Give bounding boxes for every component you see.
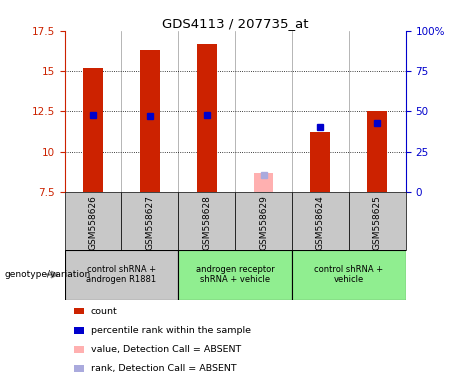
- Bar: [140, 50, 160, 192]
- Bar: [121, 192, 178, 250]
- Text: GSM558626: GSM558626: [89, 195, 97, 250]
- Text: genotype/variation: genotype/variation: [5, 270, 91, 279]
- Bar: [235, 192, 292, 250]
- Text: count: count: [91, 306, 118, 316]
- Title: GDS4113 / 207735_at: GDS4113 / 207735_at: [162, 17, 308, 30]
- Text: GSM558624: GSM558624: [316, 195, 325, 250]
- Text: GSM558628: GSM558628: [202, 195, 211, 250]
- Bar: [349, 192, 406, 250]
- Bar: [292, 192, 349, 250]
- Bar: [178, 250, 292, 300]
- Bar: [367, 111, 387, 192]
- Text: rank, Detection Call = ABSENT: rank, Detection Call = ABSENT: [91, 364, 236, 373]
- Text: GSM558629: GSM558629: [259, 195, 268, 250]
- Text: GSM558627: GSM558627: [145, 195, 154, 250]
- Bar: [65, 250, 178, 300]
- Bar: [65, 192, 121, 250]
- Bar: [197, 44, 217, 192]
- Text: androgen receptor
shRNA + vehicle: androgen receptor shRNA + vehicle: [196, 265, 274, 284]
- Bar: [83, 68, 103, 192]
- Text: control shRNA +
vehicle: control shRNA + vehicle: [314, 265, 384, 284]
- Bar: [310, 132, 331, 192]
- Text: value, Detection Call = ABSENT: value, Detection Call = ABSENT: [91, 345, 241, 354]
- Text: GSM558625: GSM558625: [373, 195, 382, 250]
- Bar: [292, 250, 406, 300]
- Text: percentile rank within the sample: percentile rank within the sample: [91, 326, 251, 335]
- Bar: [178, 192, 235, 250]
- Text: control shRNA +
androgen R1881: control shRNA + androgen R1881: [86, 265, 156, 284]
- Bar: [254, 173, 273, 192]
